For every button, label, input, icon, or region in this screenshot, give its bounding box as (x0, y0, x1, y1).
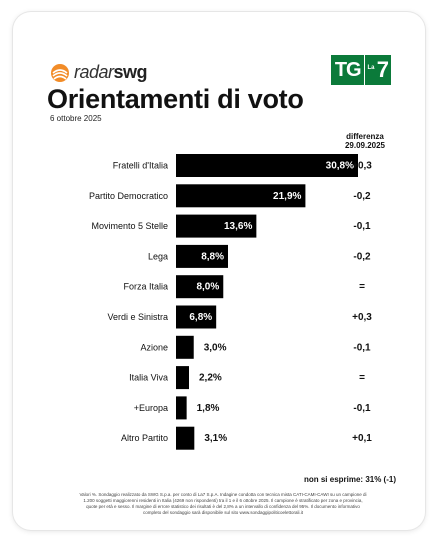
value-label: 2,2% (199, 373, 222, 384)
bar (176, 244, 228, 268)
radar-swg-logo: radarswg (50, 62, 148, 83)
non-esprime-note: non si esprime: 31% (-1) (303, 475, 396, 484)
bar (176, 275, 224, 299)
difference-header: differenza 29.09.2025 (344, 132, 386, 150)
value-label: 13,6% (224, 221, 252, 232)
value-label: 30,8% (326, 161, 354, 172)
survey-date: 6 ottobre 2025 (50, 114, 102, 123)
tg-logo-text: TG (331, 55, 365, 85)
category-label: Azione (140, 342, 168, 352)
radar-logo-icon (50, 63, 70, 83)
category-label: +Europa (134, 403, 168, 413)
category-label: Movimento 5 Stelle (91, 221, 168, 231)
value-label: 8,0% (196, 282, 219, 293)
bar (176, 366, 189, 390)
category-label: Partito Democratico (89, 191, 168, 201)
category-label: Forza Italia (123, 282, 168, 292)
difference-value: -0,1 (353, 342, 371, 353)
card (13, 12, 425, 530)
value-label: 21,9% (273, 191, 301, 202)
value-label: 1,8% (197, 403, 220, 414)
methodology-footnote: Valori %. Sondaggio realizzato da SWG S.… (79, 492, 367, 515)
bar (176, 184, 306, 208)
category-label: Verdi e Sinistra (107, 312, 168, 322)
difference-value: = (359, 282, 365, 293)
category-label: Lega (148, 251, 168, 261)
bar (176, 396, 187, 420)
difference-value: +0,3 (352, 312, 372, 323)
bar (176, 426, 195, 450)
difference-value: -0,1 (353, 403, 371, 414)
value-label: 6,8% (189, 312, 212, 323)
category-label: Altro Partito (121, 433, 168, 443)
difference-value: -0,2 (353, 191, 371, 202)
bar (176, 154, 358, 177)
la7-logo: La 7 (364, 55, 391, 85)
difference-value: +0,3 (352, 161, 372, 172)
bar (176, 335, 194, 359)
difference-value: +0,1 (352, 433, 372, 444)
value-label: 8,8% (201, 251, 224, 262)
category-label: Italia Viva (129, 373, 168, 383)
bar (176, 305, 217, 329)
difference-value: -0,2 (353, 251, 371, 262)
difference-value: = (359, 373, 365, 384)
value-label: 3,0% (204, 342, 227, 353)
tg-la7-logo: TG La 7 (331, 55, 391, 85)
page-title: Orientamenti di voto (47, 84, 304, 114)
brand-name: radarswg (74, 62, 148, 82)
category-label: Fratelli d'Italia (113, 161, 168, 171)
value-label: 3,1% (204, 433, 227, 444)
bar (176, 214, 257, 238)
difference-value: -0,1 (353, 221, 371, 232)
